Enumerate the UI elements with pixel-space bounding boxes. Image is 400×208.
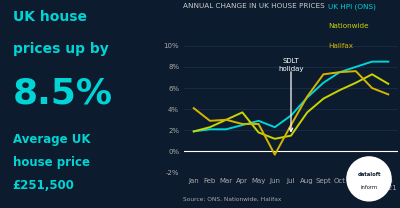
Text: ANNUAL CHANGE IN UK HOUSE PRICES: ANNUAL CHANGE IN UK HOUSE PRICES — [183, 3, 325, 9]
Text: UK HPI (ONS): UK HPI (ONS) — [328, 3, 376, 10]
Text: Nationwide: Nationwide — [328, 23, 369, 29]
Text: dataloft: dataloft — [357, 172, 381, 177]
Text: Source: ONS, Nationwide, Halifax: Source: ONS, Nationwide, Halifax — [183, 197, 282, 202]
Text: £251,500: £251,500 — [13, 179, 75, 192]
Circle shape — [347, 157, 391, 201]
Text: prices up by: prices up by — [13, 42, 108, 56]
Text: Halifax: Halifax — [328, 43, 353, 49]
Text: 8.5%: 8.5% — [13, 77, 113, 111]
Text: UK house: UK house — [13, 10, 87, 24]
Text: house price: house price — [13, 156, 90, 169]
Text: Average UK: Average UK — [13, 133, 90, 146]
Text: SDLT
holiday: SDLT holiday — [278, 58, 304, 72]
Text: inform: inform — [360, 185, 378, 190]
